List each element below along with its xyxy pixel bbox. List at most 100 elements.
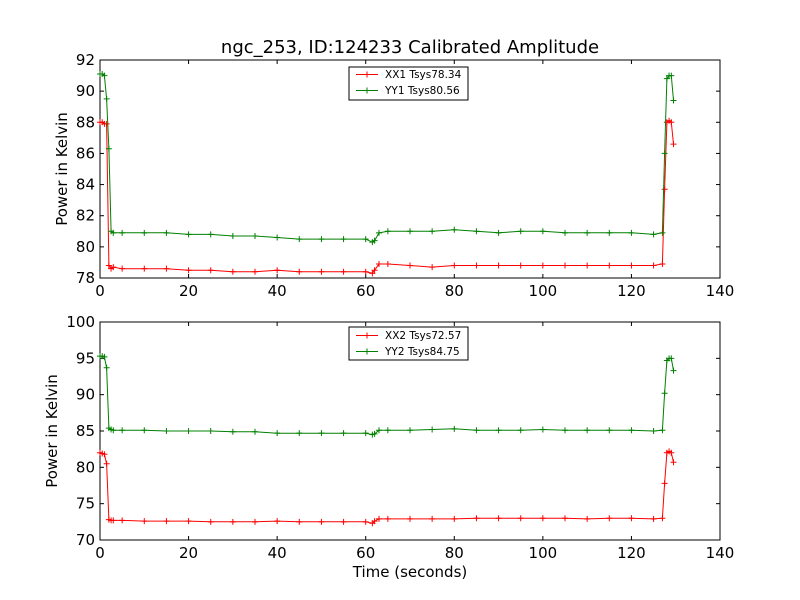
top-y-axis-label: Power in Kelvin <box>53 112 71 226</box>
top-series-0-point <box>495 262 502 269</box>
top-series-1-point <box>252 232 258 239</box>
top-series-0-point <box>670 141 677 148</box>
top-series-1-point <box>517 228 524 235</box>
bottom-x-tick-label: 20 <box>179 544 198 562</box>
top-series-1-point <box>141 229 148 236</box>
bottom-series-1-point <box>661 390 668 397</box>
bottom-x-tick-label: 80 <box>445 544 464 562</box>
top-series-0-point <box>517 262 524 269</box>
bottom-series-1-point <box>101 353 108 360</box>
top-series-0-point <box>659 260 666 267</box>
bottom-series-0-point <box>628 515 635 522</box>
top-series-0-point <box>562 262 568 269</box>
bottom-series-0-point <box>584 515 591 522</box>
top-y-tick-label: 80 <box>76 238 95 256</box>
bottom-series-0-point <box>668 449 675 456</box>
bottom-y-tick-label: 70 <box>76 531 95 549</box>
bottom-series-1-point <box>451 425 458 432</box>
bottom-series-0-point <box>659 515 666 522</box>
top-series-0-point <box>429 264 436 271</box>
top-series-1-point <box>340 236 347 243</box>
bottom-legend-label-xx2: XX2 Tsys72.57 <box>385 330 461 342</box>
bottom-x-tick-label: 60 <box>356 544 375 562</box>
bottom-series-0-point <box>517 515 524 522</box>
top-series-1-point <box>562 229 568 236</box>
top-series-1-point <box>429 228 436 235</box>
bottom-series-0-point <box>495 515 502 522</box>
bottom-series-1-point <box>340 430 347 437</box>
top-series-0-point <box>296 268 303 275</box>
top-series-0-point <box>274 267 281 274</box>
bottom-series-1-point <box>562 427 568 434</box>
bottom-series-0-point <box>141 518 148 525</box>
top-y-tick-label: 90 <box>76 82 95 100</box>
top-series-0-point <box>105 262 112 269</box>
bottom-series-1-point <box>229 428 236 435</box>
top-series-0-point <box>369 270 376 277</box>
bottom-series-0-point <box>318 518 325 525</box>
top-series-0-point <box>407 262 413 269</box>
bottom-legend-marker-1 <box>364 348 370 355</box>
bottom-y-tick-label: 75 <box>76 495 95 513</box>
top-x-tick-label: 80 <box>445 282 464 300</box>
top-series-0-point <box>119 265 126 272</box>
top-series-0-point <box>318 268 325 275</box>
bottom-series-0-point <box>103 460 110 467</box>
bottom-axis-ticks: 0 20 40 60 80 100 120 140 70 75 80 85 90 95 100 <box>66 313 734 562</box>
top-legend-label-xx1: XX1 Tsys78.34 <box>385 69 462 81</box>
bottom-series-0-point <box>362 518 369 525</box>
top-axis-ticks: 0 20 40 60 80 100 120 140 78 80 82 84 86 88 90 92 <box>76 51 734 300</box>
top-x-tick-label: 40 <box>268 282 287 300</box>
bottom-series-0-point <box>376 515 382 522</box>
bottom-legend-marker-0 <box>364 332 370 339</box>
bottom-series-0-point <box>473 515 480 522</box>
bottom-y-tick-label: 85 <box>76 422 95 440</box>
top-plot-frame <box>99 59 721 279</box>
bottom-series-0-point <box>661 480 668 487</box>
top-series-1-point <box>103 95 110 102</box>
bottom-series-1-point <box>103 364 110 371</box>
top-y-tick-label: 92 <box>76 51 95 69</box>
top-series-0-point <box>628 262 635 269</box>
bottom-series-0-point <box>101 451 108 458</box>
top-series-0-point <box>252 268 258 275</box>
top-legend-box <box>348 66 469 101</box>
top-series-0-point <box>141 265 148 272</box>
top-series-1-point <box>661 150 668 157</box>
bottom-series-0-point <box>670 459 677 466</box>
top-x-tick-label: 0 <box>95 282 105 300</box>
bottom-series-0-point <box>229 518 236 525</box>
bottom-series-0-point <box>429 515 436 522</box>
top-y-tick-label: 88 <box>76 113 95 131</box>
chart-title: ngc_253, ID:124233 Calibrated Amplitude <box>221 37 599 58</box>
top-series-1-point <box>473 228 480 235</box>
bottom-series-0-point <box>110 517 117 524</box>
bottom-x-tick-label: 40 <box>268 544 287 562</box>
bottom-series-layer <box>97 353 677 527</box>
bottom-series-1-point <box>407 427 413 434</box>
bottom-series-1-point <box>362 430 369 437</box>
bottom-x-tick-label: 100 <box>529 544 558 562</box>
top-series-0-point <box>362 268 369 275</box>
top-series-0-point <box>371 267 378 274</box>
top-series-1-point <box>119 229 126 236</box>
bottom-x-axis-label: Time (seconds) <box>352 563 468 581</box>
bottom-series-1-point <box>110 427 117 434</box>
top-series-1-point <box>110 229 117 236</box>
bottom-series-1-point <box>163 428 170 434</box>
top-series-0-point <box>103 120 110 127</box>
bottom-legend-box <box>348 326 469 361</box>
bottom-y-axis-label: Power in Kelvin <box>43 374 61 488</box>
top-series-1-point <box>628 229 635 236</box>
top-series-1-point <box>296 236 303 243</box>
top-series-1-point <box>105 145 112 152</box>
bottom-series-0-point <box>451 515 458 522</box>
bottom-y-tick-label: 80 <box>76 458 95 476</box>
top-series-0-point <box>661 186 668 193</box>
top-legend-label-yy1: YY1 Tsys80.56 <box>384 85 460 97</box>
bottom-series-1-point <box>384 427 391 434</box>
top-series-1-point <box>495 229 502 236</box>
bottom-legend-label-yy2: YY2 Tsys84.75 <box>384 346 460 358</box>
top-x-tick-label: 120 <box>617 282 646 300</box>
